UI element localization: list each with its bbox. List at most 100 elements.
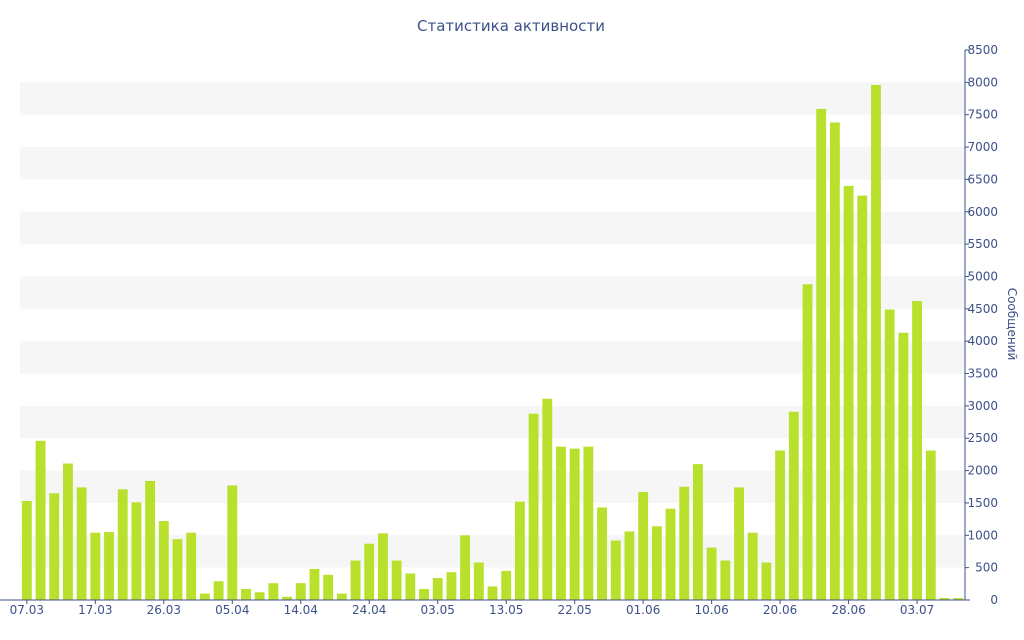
x-tick-label: 17.03: [78, 603, 112, 617]
x-tick-label: 03.07: [900, 603, 934, 617]
y-tick-label: 8500: [967, 43, 998, 57]
bar: [76, 487, 87, 600]
x-tick-label: 05.04: [215, 603, 249, 617]
bar: [775, 450, 786, 600]
grid-band: [20, 82, 965, 115]
bar: [63, 463, 73, 600]
grid-band: [20, 147, 965, 180]
y-tick-label: 7000: [967, 140, 998, 154]
bar: [829, 122, 840, 600]
bar: [761, 562, 772, 600]
x-tick-label: 13.05: [489, 603, 523, 617]
bar: [432, 578, 443, 600]
x-tick-label: 28.06: [831, 603, 865, 617]
bar: [117, 489, 128, 600]
y-tick-label: 6500: [967, 172, 998, 186]
y-tick-label: 5000: [967, 269, 998, 283]
bar: [651, 526, 662, 600]
bar: [378, 533, 388, 600]
bar: [473, 562, 484, 600]
chart-title: Статистика активности: [417, 17, 605, 35]
bar: [542, 398, 553, 600]
bar: [514, 501, 525, 600]
grid-band: [20, 211, 965, 245]
y-tick-label: 500: [975, 561, 998, 575]
bar: [309, 568, 320, 600]
y-tick-label: 2000: [967, 464, 998, 478]
y-tick-label: 2500: [967, 431, 998, 445]
y-tick-label: 3500: [967, 367, 998, 381]
y-axis-label: Сообщений: [1005, 288, 1019, 361]
bar: [104, 532, 114, 600]
bar: [788, 411, 799, 600]
bar: [638, 491, 649, 600]
y-tick-label: 1000: [967, 528, 998, 542]
bar: [843, 185, 854, 600]
x-tick-label: 24.04: [352, 603, 386, 617]
y-tick-label: 3000: [967, 399, 998, 413]
bar: [734, 487, 744, 600]
bar: [953, 598, 964, 600]
bar: [254, 592, 265, 600]
bar: [884, 309, 895, 600]
y-tick-label: 5500: [967, 237, 998, 251]
bar: [227, 485, 238, 600]
bar: [871, 84, 881, 600]
bar: [597, 507, 607, 600]
y-tick-label: 1500: [967, 496, 998, 510]
bar: [213, 581, 224, 600]
bar: [364, 543, 375, 600]
x-tick-label: 14.04: [284, 603, 318, 617]
bar: [610, 540, 621, 600]
bar: [268, 583, 279, 600]
bar: [419, 589, 429, 600]
bar: [583, 446, 594, 600]
y-tick-label: 8000: [967, 75, 998, 89]
bar: [241, 589, 251, 600]
bar: [323, 574, 334, 600]
y-tick-label: 4500: [967, 302, 998, 316]
bar: [802, 284, 813, 600]
y-tick-label: 0: [990, 593, 998, 607]
bar: [145, 480, 156, 600]
bar: [747, 532, 758, 600]
x-tick-label: 03.05: [421, 603, 455, 617]
bar: [21, 501, 32, 600]
bar: [49, 493, 60, 600]
bar: [528, 413, 539, 600]
bar: [405, 573, 416, 600]
bar: [720, 560, 731, 600]
bar: [693, 464, 703, 600]
x-tick-label: 01.06: [626, 603, 660, 617]
bar: [172, 539, 183, 600]
x-tick-label: 26.03: [147, 603, 181, 617]
x-tick-label: 10.06: [694, 603, 728, 617]
bar: [679, 486, 690, 600]
bar: [295, 583, 306, 600]
bar: [158, 521, 169, 600]
bar: [131, 502, 142, 600]
bar: [350, 560, 361, 600]
bar: [460, 535, 471, 600]
bar: [569, 448, 580, 600]
bar: [939, 598, 950, 600]
bar: [624, 531, 635, 600]
bar: [487, 586, 498, 600]
y-tick-label: 6000: [967, 205, 998, 219]
y-tick-label: 7500: [967, 108, 998, 122]
bar: [925, 450, 936, 600]
x-tick-label: 20.06: [763, 603, 797, 617]
y-tick-label: 4000: [967, 334, 998, 348]
bar: [35, 440, 46, 600]
bar: [912, 301, 922, 600]
bar: [706, 547, 717, 600]
bar: [186, 532, 197, 600]
bar: [199, 593, 210, 600]
bar: [816, 108, 827, 600]
bar: [898, 332, 909, 600]
bar: [282, 596, 292, 600]
bar: [391, 560, 402, 600]
bar: [556, 446, 566, 600]
